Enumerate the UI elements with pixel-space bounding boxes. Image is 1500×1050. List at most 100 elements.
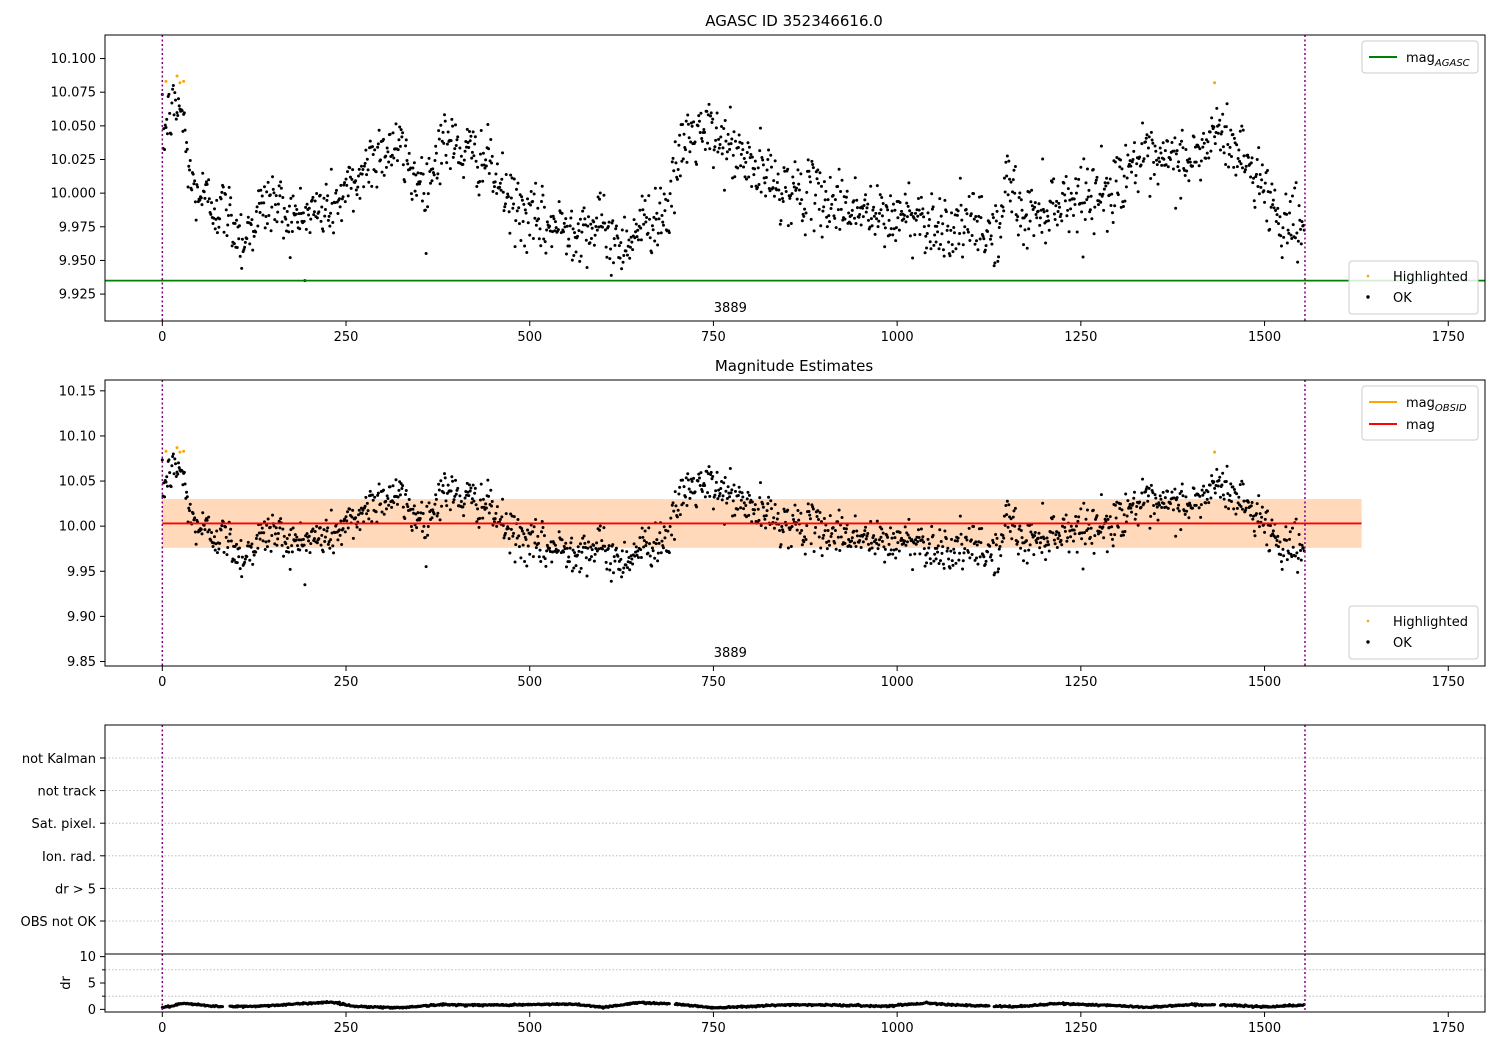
ok-point xyxy=(978,555,982,559)
ok-point xyxy=(719,487,723,491)
ok-point xyxy=(176,472,180,476)
ok-point xyxy=(742,501,746,505)
ok-point xyxy=(1037,531,1041,535)
ok-point xyxy=(800,198,804,202)
ok-point xyxy=(490,161,494,165)
ok-point xyxy=(898,201,902,205)
ok-point xyxy=(705,109,709,113)
ok-point xyxy=(668,525,672,529)
ok-point xyxy=(404,138,408,142)
ok-point xyxy=(407,151,411,155)
ok-point xyxy=(859,223,863,227)
ok-point xyxy=(1238,129,1242,133)
ok-point xyxy=(789,544,793,548)
ok-point xyxy=(589,545,593,549)
ok-point xyxy=(1111,221,1115,225)
ok-point xyxy=(880,214,884,218)
ok-point xyxy=(907,517,911,521)
ok-point xyxy=(786,508,790,512)
ok-point xyxy=(614,224,618,228)
ok-point xyxy=(1227,507,1231,511)
ok-point xyxy=(498,518,502,522)
ok-point xyxy=(697,119,701,123)
ok-point xyxy=(843,217,847,221)
ok-point xyxy=(163,123,167,127)
ok-point xyxy=(495,505,499,509)
ok-point xyxy=(1184,495,1188,499)
ok-point xyxy=(365,157,369,161)
ok-point xyxy=(1005,174,1009,178)
ok-point xyxy=(916,540,920,544)
ok-point xyxy=(894,556,898,560)
ok-point xyxy=(260,194,264,198)
ok-point xyxy=(622,254,626,258)
ok-point xyxy=(900,209,904,213)
ok-point xyxy=(452,498,456,502)
ok-point xyxy=(1249,161,1253,165)
ok-point xyxy=(581,209,585,213)
ok-point xyxy=(1113,503,1117,507)
ok-point xyxy=(1290,194,1294,198)
ok-point xyxy=(1102,208,1106,212)
ok-point xyxy=(165,132,169,136)
ok-point xyxy=(585,265,589,269)
obsid-label-agasc: 3889 xyxy=(714,301,747,316)
ok-point xyxy=(357,174,361,178)
ok-point xyxy=(923,251,927,255)
ok-point xyxy=(523,244,527,248)
ok-point xyxy=(239,213,243,217)
ok-point xyxy=(490,154,494,158)
ok-point xyxy=(1056,536,1060,540)
ok-point xyxy=(583,541,587,545)
ok-point xyxy=(1149,483,1153,487)
ok-point xyxy=(855,534,859,538)
ok-point xyxy=(254,209,258,213)
ok-point xyxy=(1016,233,1020,237)
ok-point xyxy=(917,536,921,540)
ok-point xyxy=(1172,149,1176,153)
ok-point xyxy=(571,548,575,552)
ok-point xyxy=(1058,205,1062,209)
ok-point xyxy=(1083,217,1087,221)
ok-point xyxy=(1225,464,1229,468)
ok-point xyxy=(229,196,233,200)
ok-point xyxy=(894,226,898,230)
ok-point xyxy=(688,150,692,154)
ok-point xyxy=(628,256,632,260)
ok-point xyxy=(317,210,321,214)
ok-point xyxy=(941,562,945,566)
ok-point xyxy=(270,205,274,209)
ok-point xyxy=(1010,210,1014,214)
ok-point xyxy=(1013,524,1017,528)
highlighted-point xyxy=(175,74,179,78)
ok-point xyxy=(370,184,374,188)
ok-point xyxy=(217,547,221,551)
ok-point xyxy=(625,229,629,233)
ok-point xyxy=(672,537,676,541)
ok-point xyxy=(857,215,861,219)
ok-point xyxy=(686,113,690,117)
ok-point xyxy=(174,117,178,121)
ok-point xyxy=(249,545,253,549)
ok-point xyxy=(739,506,743,510)
ok-point xyxy=(1265,219,1269,223)
ok-point xyxy=(1149,130,1153,134)
ok-point xyxy=(950,537,954,541)
ok-point xyxy=(707,102,711,106)
ok-point xyxy=(685,504,689,508)
ok-point xyxy=(1255,158,1259,162)
ok-point xyxy=(582,534,586,538)
legend-marker xyxy=(1366,640,1370,644)
ok-point xyxy=(416,171,420,175)
ok-point xyxy=(797,182,801,186)
ok-point xyxy=(1002,536,1006,540)
ok-point xyxy=(323,535,327,539)
ok-point xyxy=(324,182,328,186)
ok-point xyxy=(1130,170,1134,174)
ok-point xyxy=(1164,505,1168,509)
ok-point xyxy=(717,494,721,498)
ok-point xyxy=(201,511,205,515)
highlighted-point xyxy=(182,449,186,453)
x-tick-label: 1500 xyxy=(1248,675,1281,690)
ok-point xyxy=(441,483,445,487)
